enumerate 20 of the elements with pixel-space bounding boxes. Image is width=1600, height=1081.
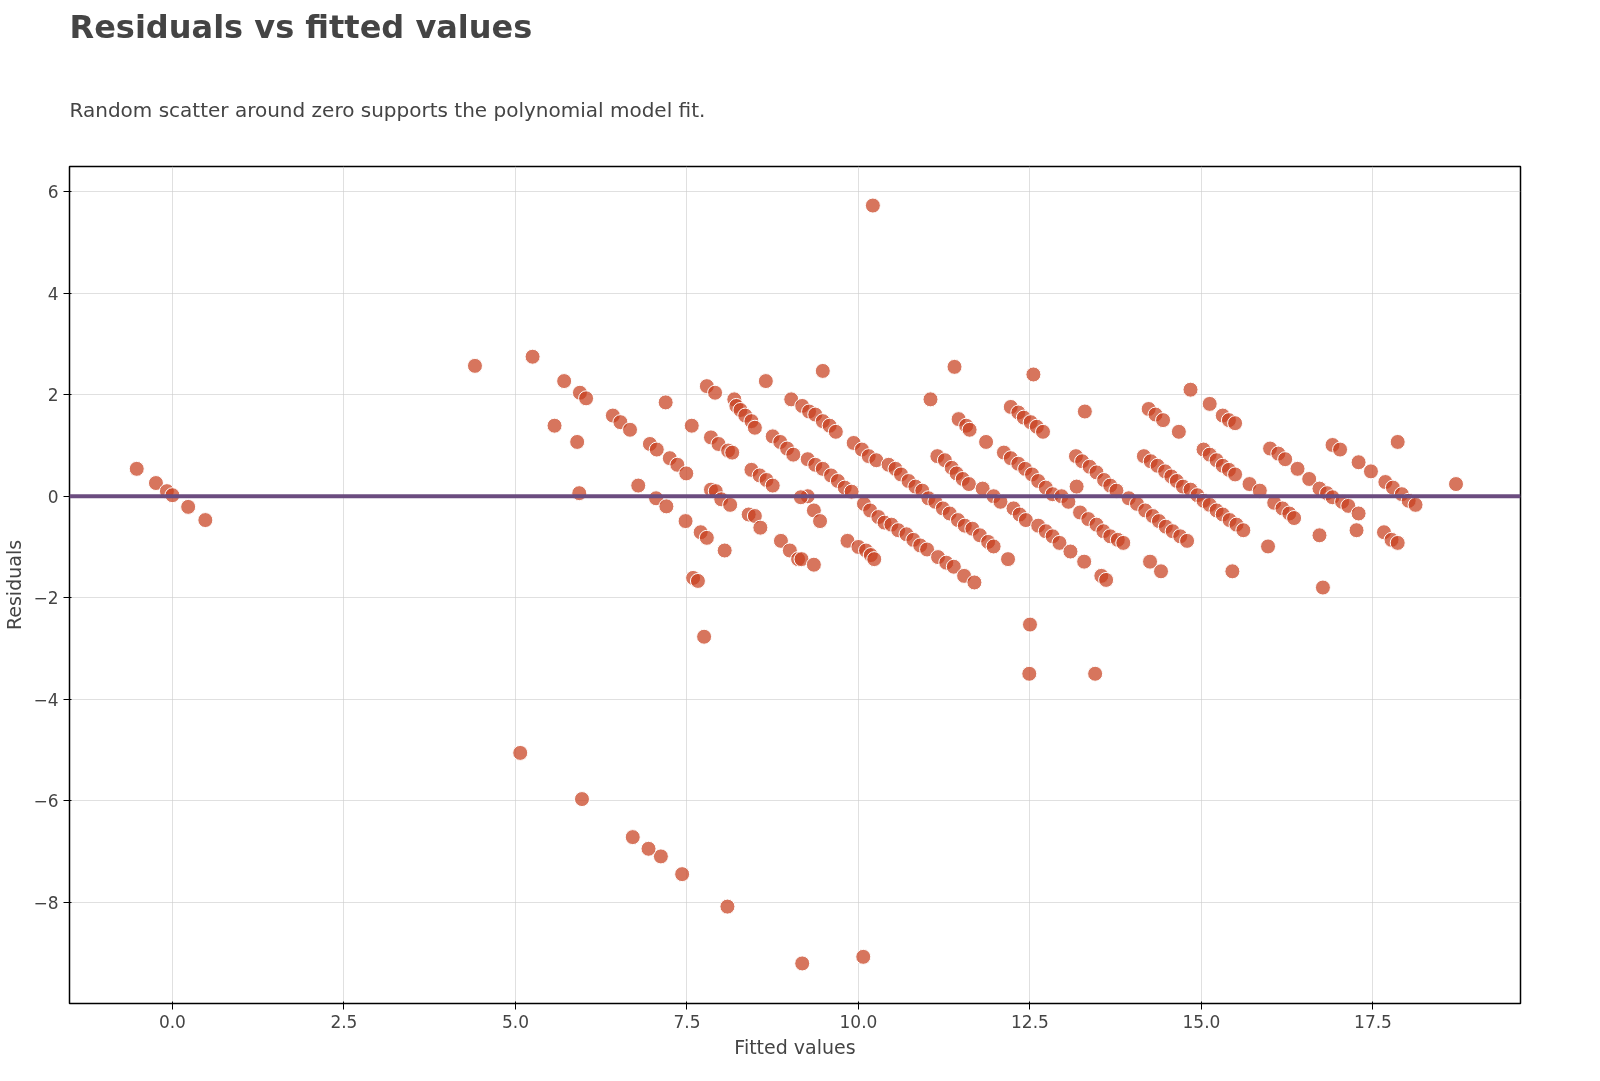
- y-tick-label: 0: [47, 486, 59, 507]
- x-tick-label: 12.5: [1011, 1011, 1049, 1032]
- x-tick-label: 10.0: [839, 1011, 878, 1032]
- y-tick-label: −4: [33, 689, 59, 710]
- x-tick-label: 0.0: [158, 1011, 186, 1032]
- x-axis-title: Fitted values: [734, 1035, 856, 1058]
- x-tick-label: 7.5: [673, 1011, 701, 1032]
- y-tick-label: −8: [33, 892, 59, 913]
- chart-title: Residuals vs fitted values: [69, 7, 533, 46]
- y-axis-title: Residuals: [3, 539, 26, 631]
- y-tick-label: −6: [33, 791, 59, 812]
- x-tick-label: 5.0: [501, 1011, 529, 1032]
- x-tick-label: 15.0: [1182, 1011, 1221, 1032]
- y-tick-label: 2: [47, 385, 59, 406]
- y-tick-label: 4: [47, 283, 59, 304]
- y-tick-label: −2: [33, 588, 59, 609]
- x-tick-label: 17.5: [1354, 1011, 1392, 1032]
- x-tick-label: 2.5: [330, 1011, 358, 1032]
- y-tick-label: 6: [47, 182, 59, 203]
- chart-subtitle: Random scatter around zero supports the polynomial model fit.: [69, 97, 706, 122]
